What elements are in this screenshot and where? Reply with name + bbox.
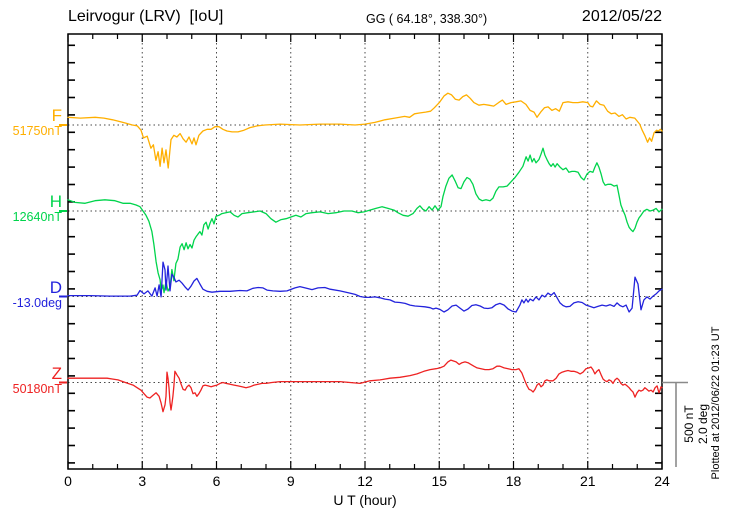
scale-bar-deg: 2.0 deg — [696, 403, 710, 445]
component-baseline-D: -13.0deg — [12, 296, 62, 310]
x-tick-label: 15 — [431, 473, 448, 489]
component-baseline-F: 51750nT — [12, 124, 62, 138]
component-letter-D: D — [49, 278, 62, 297]
x-tick-label: 9 — [286, 473, 295, 489]
observation-date: 2012/05/22 — [581, 8, 662, 25]
scale-bar-label: 500 nT 2.0 deg — [682, 400, 710, 448]
x-axis-tick-labels: 0 3 6 9 12 15 18 21 24 — [0, 473, 730, 491]
station-title: Leirvogur (LRV) [IoU] — [68, 8, 224, 25]
x-axis-title: U T (hour) — [333, 492, 397, 508]
component-letter-F: F — [51, 106, 62, 125]
component-label-D: D -13.0deg — [0, 279, 62, 310]
geographic-coordinates: GG ( 64.18°, 338.30°) — [366, 12, 488, 26]
component-letter-H: H — [49, 192, 62, 211]
plotted-at-note: Plotted at 2012/06/22 01:23 UT — [710, 326, 722, 480]
scale-bar-nt: 500 nT — [682, 405, 696, 443]
x-tick-label: 0 — [64, 473, 72, 489]
x-tick-label: 3 — [138, 473, 147, 489]
x-tick-label: 18 — [505, 473, 522, 489]
component-label-Z: Z 50180nT — [0, 365, 62, 396]
component-baseline-H: 12640nT — [12, 210, 62, 224]
x-tick-label: 21 — [579, 473, 596, 489]
component-label-F: F 51750nT — [0, 107, 62, 138]
x-tick-label: 6 — [212, 473, 221, 489]
component-label-H: H 12640nT — [0, 193, 62, 224]
component-baseline-Z: 50180nT — [12, 382, 62, 396]
x-tick-label: 12 — [357, 473, 373, 489]
component-letter-Z: Z — [51, 364, 62, 383]
x-tick-label: 24 — [654, 473, 670, 489]
